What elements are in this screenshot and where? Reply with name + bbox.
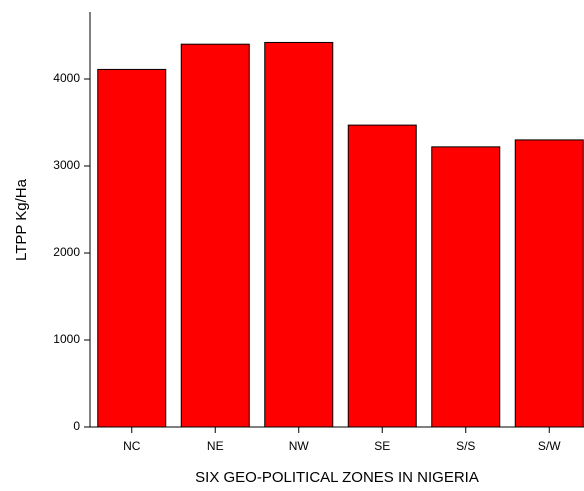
y-tick-label: 1000: [53, 332, 80, 346]
bar: [264, 41, 334, 428]
y-tick-label: 2000: [53, 245, 80, 259]
x-tick-label: S/W: [538, 439, 561, 453]
x-tick-label: NW: [289, 439, 310, 453]
y-axis-title: LTPP Kg/Ha: [13, 178, 30, 261]
x-tick-label: SE: [374, 439, 390, 453]
bar: [431, 146, 501, 428]
y-tick-label: 0: [73, 419, 80, 433]
x-tick-label: NE: [207, 439, 224, 453]
x-tick-label: NC: [123, 439, 141, 453]
bar: [347, 124, 417, 428]
bar: [514, 139, 584, 428]
y-tick-label: 3000: [53, 158, 80, 172]
x-axis-title: SIX GEO-POLITICAL ZONES IN NIGERIA: [195, 469, 479, 486]
bar: [180, 43, 250, 428]
bar: [97, 68, 167, 428]
x-tick-label: S/S: [456, 439, 475, 453]
y-tick-label: 4000: [53, 71, 80, 85]
